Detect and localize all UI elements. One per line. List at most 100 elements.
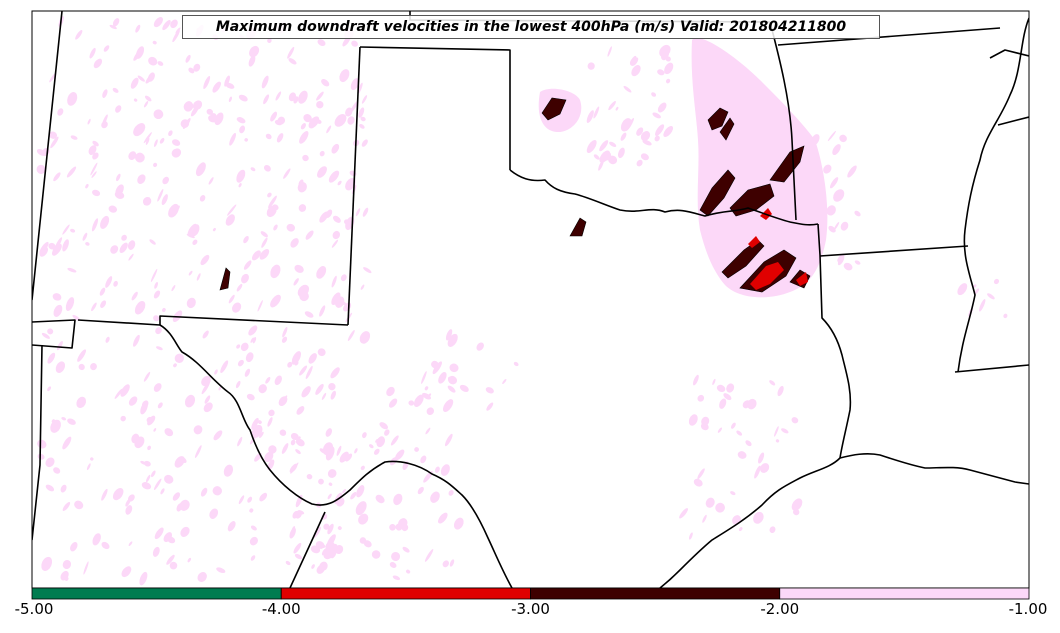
weak-downdraft-speck xyxy=(41,556,53,571)
weak-downdraft-speck xyxy=(376,436,385,448)
colorbar-bin xyxy=(31,587,282,600)
weak-downdraft-speck xyxy=(170,19,178,29)
weak-downdraft-speck xyxy=(108,205,118,213)
weak-downdraft-speck xyxy=(615,106,619,111)
weak-downdraft-speck xyxy=(742,400,751,409)
weak-downdraft-speck xyxy=(620,118,632,132)
weak-downdraft-speck xyxy=(392,575,401,581)
weak-downdraft-speck xyxy=(251,417,259,430)
weak-downdraft-speck xyxy=(847,165,857,178)
weak-downdraft-speck xyxy=(665,78,671,84)
weak-downdraft-speck xyxy=(101,541,110,550)
weak-downdraft-speck xyxy=(214,112,224,126)
weak-downdraft-speck xyxy=(203,75,211,90)
weak-downdraft-speck xyxy=(51,243,62,256)
weak-downdraft-speck xyxy=(127,240,136,250)
weak-downdraft-speck xyxy=(145,137,150,145)
weak-downdraft-speck xyxy=(162,176,170,185)
weak-downdraft-speck xyxy=(654,135,660,142)
weak-downdraft-speck xyxy=(174,353,184,363)
weak-downdraft-speck xyxy=(210,113,217,120)
weak-downdraft-speck xyxy=(593,154,600,160)
weak-downdraft-speck xyxy=(327,523,334,535)
weak-downdraft-speck xyxy=(398,518,408,529)
weak-downdraft-speck xyxy=(375,439,378,443)
downdraft-cell xyxy=(769,145,805,183)
weak-downdraft-speck xyxy=(316,266,327,279)
weak-downdraft-speck xyxy=(120,415,126,422)
weak-downdraft-speck xyxy=(304,311,314,318)
boundary-tx-panhandle xyxy=(32,319,76,349)
weak-downdraft-speck xyxy=(236,117,246,124)
weak-downdraft-speck xyxy=(152,546,160,557)
weak-downdraft-speck xyxy=(373,448,380,455)
weak-downdraft-speck xyxy=(350,491,357,500)
weak-downdraft-speck xyxy=(164,474,174,484)
weak-downdraft-speck xyxy=(186,297,196,309)
weak-downdraft-speck xyxy=(854,260,861,265)
weak-downdraft-speck xyxy=(642,139,652,146)
weak-downdraft-speck xyxy=(840,221,849,231)
weak-downdraft-speck xyxy=(290,439,296,446)
weak-downdraft-speck xyxy=(702,514,707,523)
weak-downdraft-speck xyxy=(91,218,99,232)
weak-downdraft-speck xyxy=(331,275,337,288)
boundary-nm-west xyxy=(347,46,361,326)
weak-downdraft-speck xyxy=(386,386,395,397)
weak-downdraft-speck xyxy=(135,46,145,59)
weak-downdraft-speck xyxy=(355,208,361,217)
weak-downdraft-speck xyxy=(134,436,145,449)
downdraft-cell xyxy=(219,267,231,291)
weak-downdraft-speck xyxy=(832,144,841,156)
weak-downdraft-speck xyxy=(688,532,693,540)
weak-downdraft-speck xyxy=(827,130,836,142)
weak-downdraft-speck xyxy=(513,361,519,367)
weak-downdraft-speck xyxy=(421,371,427,384)
weak-downdraft-speck xyxy=(175,27,181,34)
weak-downdraft-speck xyxy=(716,384,726,393)
weak-downdraft-speck xyxy=(162,307,166,313)
weak-downdraft-speck xyxy=(390,435,399,446)
weak-downdraft-speck xyxy=(651,92,657,97)
weak-downdraft-speck xyxy=(608,155,618,165)
weak-downdraft-speck xyxy=(339,451,349,463)
weak-downdraft-speck xyxy=(225,214,235,226)
weak-downdraft-speck xyxy=(282,327,288,338)
coastline-gulf xyxy=(659,457,841,588)
weak-downdraft-speck xyxy=(92,140,99,147)
weak-downdraft-speck xyxy=(760,463,770,473)
weak-downdraft-speck xyxy=(719,398,727,409)
weak-downdraft-speck xyxy=(154,527,164,540)
weak-downdraft-speck xyxy=(291,351,301,365)
weak-downdraft-speck xyxy=(100,215,110,229)
weak-downdraft-speck xyxy=(134,152,145,163)
weak-downdraft-speck xyxy=(150,268,158,282)
weak-downdraft-speck xyxy=(131,291,138,301)
boundary-red-river xyxy=(509,169,819,226)
weak-downdraft-speck xyxy=(90,457,94,461)
weak-downdraft-speck xyxy=(974,288,980,295)
weak-downdraft-speck xyxy=(146,474,151,483)
weak-downdraft-speck xyxy=(359,537,367,544)
weak-downdraft-speck xyxy=(319,305,326,317)
weak-downdraft-speck xyxy=(316,91,324,101)
weak-downdraft-speck xyxy=(240,342,249,352)
weak-downdraft-speck xyxy=(248,325,258,336)
weak-downdraft-speck xyxy=(267,38,272,43)
weak-downdraft-speck xyxy=(137,174,146,185)
weak-downdraft-speck xyxy=(135,24,141,33)
weak-downdraft-speck xyxy=(192,239,198,246)
weak-downdraft-speck xyxy=(340,274,347,282)
weak-downdraft-speck xyxy=(445,329,453,341)
weak-downdraft-speck xyxy=(250,525,257,531)
weak-downdraft-speck xyxy=(261,75,269,89)
weak-downdraft-speck xyxy=(180,526,190,537)
weak-downdraft-speck xyxy=(143,132,152,144)
colorbar-bin xyxy=(779,587,1030,600)
weak-downdraft-speck xyxy=(48,242,56,250)
weak-downdraft-speck xyxy=(133,123,146,137)
downdraft-cell xyxy=(750,262,784,290)
weak-downdraft-speck xyxy=(434,466,440,473)
weak-downdraft-speck xyxy=(640,131,651,141)
boundary-ar-la xyxy=(819,245,969,257)
